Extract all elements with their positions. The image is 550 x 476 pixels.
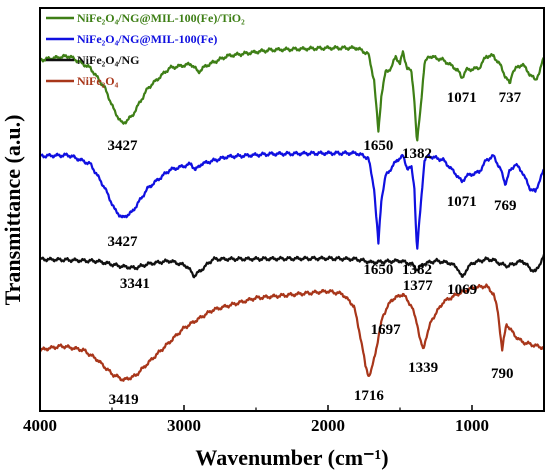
x-tick-label: 1000 (455, 416, 489, 435)
x-axis-ticks: 4000 3000 2000 1000 (23, 405, 545, 435)
peak-label: 1382 (402, 146, 432, 162)
legend-label: NiFe₂O₄/NG@MIL-100(Fe)/TiO₂ (77, 11, 245, 25)
peak-label: 1071 (447, 90, 477, 106)
peak-label: 1377 (403, 278, 434, 294)
peak-label: 1069 (447, 282, 477, 298)
x-tick-label: 2000 (311, 416, 345, 435)
series-line-4 (39, 283, 545, 382)
series-line-1 (39, 45, 545, 142)
peak-label: 790 (491, 366, 514, 382)
x-tick-label: 4000 (23, 416, 57, 435)
peak-label: 3427 (108, 234, 139, 250)
peak-label: 3341 (120, 276, 150, 292)
y-axis-title: Transmittance (a.u.) (0, 115, 25, 306)
plot-frame (39, 7, 545, 412)
peak-label: 1716 (354, 388, 385, 404)
x-tick-label: 3000 (167, 416, 201, 435)
peak-label: 1339 (408, 360, 438, 376)
peak-label: 1071 (447, 194, 477, 210)
peak-label: 1382 (402, 262, 432, 278)
series-line-3 (39, 254, 546, 279)
legend-label: NiFe₂O₄/NG (77, 53, 140, 67)
peak-label: 1650 (363, 262, 393, 278)
legend: NiFe₂O₄/NG@MIL-100(Fe)/TiO₂ NiFe₂O₄/NG@MI… (46, 11, 245, 88)
peak-label: 1697 (371, 322, 402, 338)
series-line-2 (39, 150, 545, 250)
peak-label: 769 (494, 198, 517, 214)
peak-label: 3427 (108, 138, 139, 154)
peak-label: 1650 (363, 138, 393, 154)
plot-area: 3427 1650 1382 1071 737 3427 1650 1382 1071 769 33… (39, 45, 546, 408)
legend-label: NiFe₂O₄ (77, 74, 119, 88)
x-axis-title: Wavenumber (cm⁻¹) (195, 445, 388, 470)
peak-label: 3419 (109, 392, 139, 408)
legend-label: NiFe₂O₄/NG@MIL-100(Fe) (77, 32, 217, 46)
peak-label: 737 (499, 90, 522, 106)
